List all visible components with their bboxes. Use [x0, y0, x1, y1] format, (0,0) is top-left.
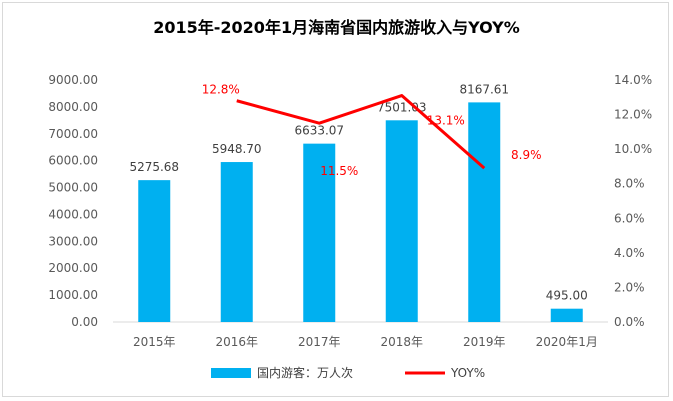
x-tick-label: 2019年: [463, 335, 506, 349]
bar-data-label: 7501.03: [377, 100, 427, 114]
bar: [468, 102, 501, 322]
yoy-data-label: 11.5%: [320, 164, 358, 178]
bar-data-label: 495.00: [546, 289, 588, 303]
x-tick-label: 2020年1月: [536, 335, 598, 349]
left-tick-label: 8000.00: [48, 100, 98, 114]
right-tick-label: 0.0%: [614, 315, 645, 329]
legend-label-line: YOY%: [450, 366, 485, 380]
right-tick-label: 8.0%: [614, 177, 645, 191]
yoy-data-labels: 12.8% 11.5% 13.1% 8.9%: [202, 83, 542, 178]
right-tick-label: 14.0%: [614, 73, 652, 87]
legend: 国内游客：万人次 YOY%: [211, 365, 485, 380]
bar: [303, 143, 336, 322]
yoy-data-label: 12.8%: [202, 83, 240, 97]
left-tick-label: 6000.00: [48, 154, 98, 168]
x-tick-label: 2017年: [298, 335, 341, 349]
left-tick-label: 2000.00: [48, 261, 98, 275]
bar-data-labels: 5275.68 5948.70 6633.07 7501.03 8167.61 495.0…: [129, 82, 587, 302]
left-axis: 0.00 1000.00 2000.00 3000.00 4000.00 5000.00 6…: [48, 73, 98, 329]
left-tick-label: 1000.00: [48, 288, 98, 302]
yoy-data-label: 13.1%: [427, 114, 465, 128]
left-tick-label: 3000.00: [48, 234, 98, 248]
yoy-line: [236, 94, 486, 170]
left-tick-label: 0.00: [71, 315, 98, 329]
bar-data-label: 5275.68: [129, 160, 179, 174]
right-axis: 0.0% 2.0% 4.0% 6.0% 8.0% 10.0% 12.0% 14.0%: [614, 73, 652, 329]
bar: [550, 308, 583, 322]
x-axis-ticks: 2015年 2016年 2017年 2018年 2019年 2020年1月: [133, 335, 598, 349]
chart-frame: [2, 2, 669, 397]
right-tick-label: 12.0%: [614, 108, 652, 122]
bar: [220, 162, 253, 322]
right-tick-label: 10.0%: [614, 142, 652, 156]
left-tick-label: 9000.00: [48, 73, 98, 87]
legend-swatch-bar: [211, 368, 251, 378]
bar-data-label: 8167.61: [459, 82, 509, 96]
yoy-data-label: 8.9%: [511, 148, 542, 162]
chart-title: 2015年-2020年1月海南省国内旅游收入与YOY%: [153, 18, 520, 37]
left-tick-label: 7000.00: [48, 127, 98, 141]
bar: [385, 120, 418, 323]
yoy-series: [236, 94, 486, 170]
x-tick-label: 2016年: [215, 335, 258, 349]
bar: [138, 180, 171, 322]
legend-label-bar: 国内游客：万人次: [257, 365, 353, 380]
bar-data-label: 6633.07: [294, 124, 344, 138]
right-tick-label: 2.0%: [614, 280, 645, 294]
bar-series: [138, 102, 583, 323]
x-tick-label: 2018年: [380, 335, 423, 349]
x-tick-label: 2015年: [133, 335, 176, 349]
right-tick-label: 4.0%: [614, 246, 645, 260]
left-tick-label: 4000.00: [48, 207, 98, 221]
left-tick-label: 5000.00: [48, 181, 98, 195]
right-tick-label: 6.0%: [614, 211, 645, 225]
bar-data-label: 5948.70: [212, 142, 262, 156]
